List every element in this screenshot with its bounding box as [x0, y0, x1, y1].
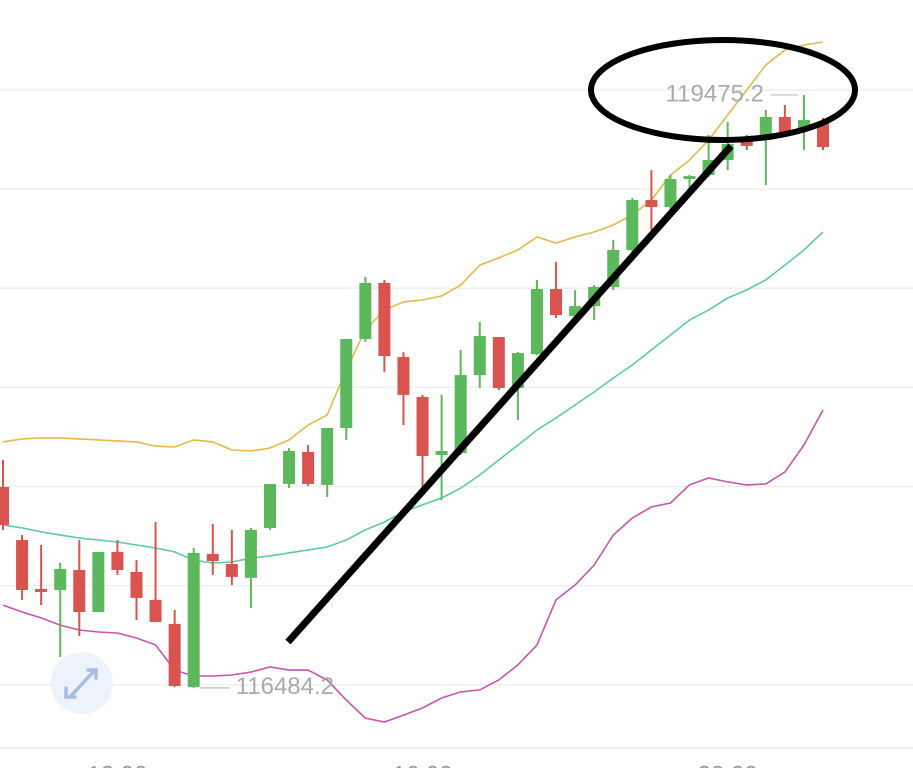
band-line — [2, 231, 824, 564]
annotation-trend-line — [285, 143, 734, 645]
candle-body — [321, 428, 334, 485]
candle-body — [302, 452, 315, 484]
high-label: 119475.2 — [666, 80, 764, 107]
candle-body — [263, 483, 276, 528]
expand-icon[interactable] — [64, 668, 98, 699]
candle-body — [626, 200, 639, 250]
x-tick-label: 20:00 — [698, 761, 758, 768]
candle-body — [0, 486, 9, 525]
candle-body — [492, 337, 505, 388]
candle-body — [645, 200, 658, 207]
x-tick-label: 12:00 — [87, 761, 147, 768]
candle-body — [359, 282, 372, 340]
candle-body — [73, 569, 86, 612]
candle-body — [225, 564, 238, 577]
candle-body — [54, 568, 67, 590]
candle-body — [817, 121, 830, 148]
candle-body — [397, 357, 410, 395]
candle-body — [740, 139, 753, 146]
candle-body — [435, 451, 448, 455]
expand-button[interactable] — [51, 652, 113, 714]
band-line — [2, 409, 824, 723]
candle-body — [473, 336, 486, 376]
candle-body — [16, 540, 29, 590]
bands — [2, 41, 824, 723]
candle-body — [35, 589, 48, 592]
candle-body — [664, 179, 677, 207]
candle-body — [454, 375, 467, 454]
candle-body — [530, 289, 543, 355]
annotation-ellipse — [588, 37, 858, 143]
x-tick-label: 16:00 — [393, 761, 453, 768]
candle-body — [550, 289, 563, 316]
low-label: 116484.2 — [236, 673, 334, 700]
candle-body — [92, 551, 105, 612]
candle-body — [244, 529, 257, 578]
candle-body — [778, 116, 791, 133]
candle-body — [168, 623, 181, 686]
candle-body — [111, 551, 124, 570]
labels: 12:00 16:00 20:00 119475.2 116484.2 — [87, 80, 798, 768]
candle-body — [187, 552, 200, 687]
candle-body — [283, 451, 296, 484]
candle-body — [149, 599, 162, 622]
candle-body — [378, 282, 391, 357]
candle-body — [340, 339, 353, 429]
candle-body — [416, 396, 429, 456]
candle-body — [569, 306, 582, 317]
candle-body — [130, 571, 143, 598]
band-line — [2, 41, 824, 452]
candle-body — [797, 119, 810, 131]
candles — [0, 94, 830, 688]
candle-body — [683, 176, 696, 180]
candle-body — [206, 553, 219, 562]
